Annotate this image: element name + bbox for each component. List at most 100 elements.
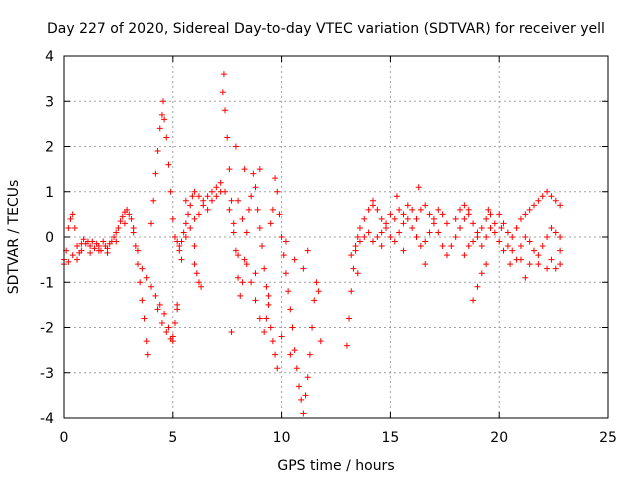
data-point	[222, 107, 229, 114]
data-point	[354, 270, 361, 277]
data-point	[228, 197, 235, 204]
data-point	[531, 202, 538, 209]
y-axis-label: SDTVAR / TECUs	[6, 180, 22, 295]
data-point	[121, 220, 128, 227]
data-point	[498, 224, 505, 231]
data-point	[228, 329, 235, 336]
data-point	[204, 206, 211, 213]
data-point	[195, 193, 202, 200]
data-point	[443, 220, 450, 227]
data-point	[435, 206, 442, 213]
data-point	[313, 279, 320, 286]
data-point	[315, 288, 322, 295]
chart-title: Day 227 of 2020, Sidereal Day-to-day VTE…	[47, 21, 605, 37]
data-point	[276, 211, 283, 218]
data-point	[417, 243, 424, 250]
data-point	[195, 211, 202, 218]
data-point	[509, 247, 516, 254]
data-point	[378, 229, 385, 236]
data-point	[134, 261, 141, 268]
data-point	[531, 247, 538, 254]
data-point	[422, 202, 429, 209]
data-point	[422, 238, 429, 245]
data-point	[87, 243, 94, 250]
data-point	[404, 202, 411, 209]
data-point	[156, 125, 163, 132]
data-point	[256, 315, 263, 322]
data-point	[304, 247, 311, 254]
data-point	[235, 197, 242, 204]
data-point	[300, 410, 307, 417]
data-point	[115, 224, 122, 231]
data-point	[300, 265, 307, 272]
data-point	[171, 234, 178, 240]
data-point	[448, 243, 455, 250]
data-point	[158, 111, 165, 118]
data-point	[126, 211, 133, 218]
data-point	[182, 234, 189, 240]
data-point	[195, 279, 202, 286]
data-point	[365, 206, 372, 213]
data-point	[232, 143, 239, 150]
data-point	[261, 265, 268, 272]
data-point	[348, 288, 355, 295]
data-point	[265, 301, 272, 308]
data-point	[139, 265, 146, 272]
data-point	[217, 188, 224, 195]
data-point	[243, 261, 250, 268]
data-point	[280, 252, 287, 259]
data-point	[104, 249, 111, 256]
data-point	[535, 197, 542, 204]
data-point	[169, 338, 176, 345]
data-point	[548, 193, 555, 200]
data-point	[272, 351, 279, 358]
data-point	[400, 211, 407, 218]
x-tick-label: 10	[273, 430, 291, 446]
data-point	[256, 166, 263, 173]
data-point	[200, 202, 207, 209]
data-point	[176, 247, 183, 254]
data-point	[235, 252, 242, 259]
data-point	[182, 197, 189, 204]
data-point	[474, 283, 481, 290]
data-point	[160, 98, 167, 105]
data-point	[156, 301, 163, 308]
data-point	[391, 238, 398, 245]
data-point	[452, 234, 459, 240]
data-point	[361, 234, 368, 240]
data-point	[435, 229, 442, 236]
data-point	[487, 211, 494, 218]
data-point	[443, 252, 450, 259]
data-point	[306, 351, 313, 358]
data-point	[111, 234, 118, 240]
data-point	[69, 211, 76, 218]
data-point	[65, 258, 72, 265]
data-point	[165, 161, 172, 168]
data-point	[557, 202, 564, 209]
series-tracks-early	[61, 206, 181, 358]
data-point	[182, 220, 189, 227]
data-point	[226, 166, 233, 173]
data-point	[87, 249, 94, 256]
data-point	[557, 247, 564, 254]
data-point	[259, 243, 266, 250]
data-point	[80, 236, 87, 243]
data-point	[409, 224, 416, 231]
data-point	[496, 211, 503, 218]
data-point	[185, 211, 192, 218]
data-point	[417, 206, 424, 213]
y-tick-label: 0	[45, 230, 54, 246]
data-point	[352, 243, 359, 250]
data-point	[356, 224, 363, 231]
data-point	[241, 166, 248, 173]
data-point	[396, 229, 403, 236]
data-point	[161, 310, 168, 317]
data-point	[369, 197, 376, 204]
data-point	[158, 319, 165, 326]
data-point	[296, 383, 303, 390]
y-tick-label: -3	[40, 366, 54, 382]
data-point	[89, 238, 96, 245]
data-point	[409, 206, 416, 213]
data-point	[483, 234, 490, 240]
data-point	[282, 238, 289, 245]
